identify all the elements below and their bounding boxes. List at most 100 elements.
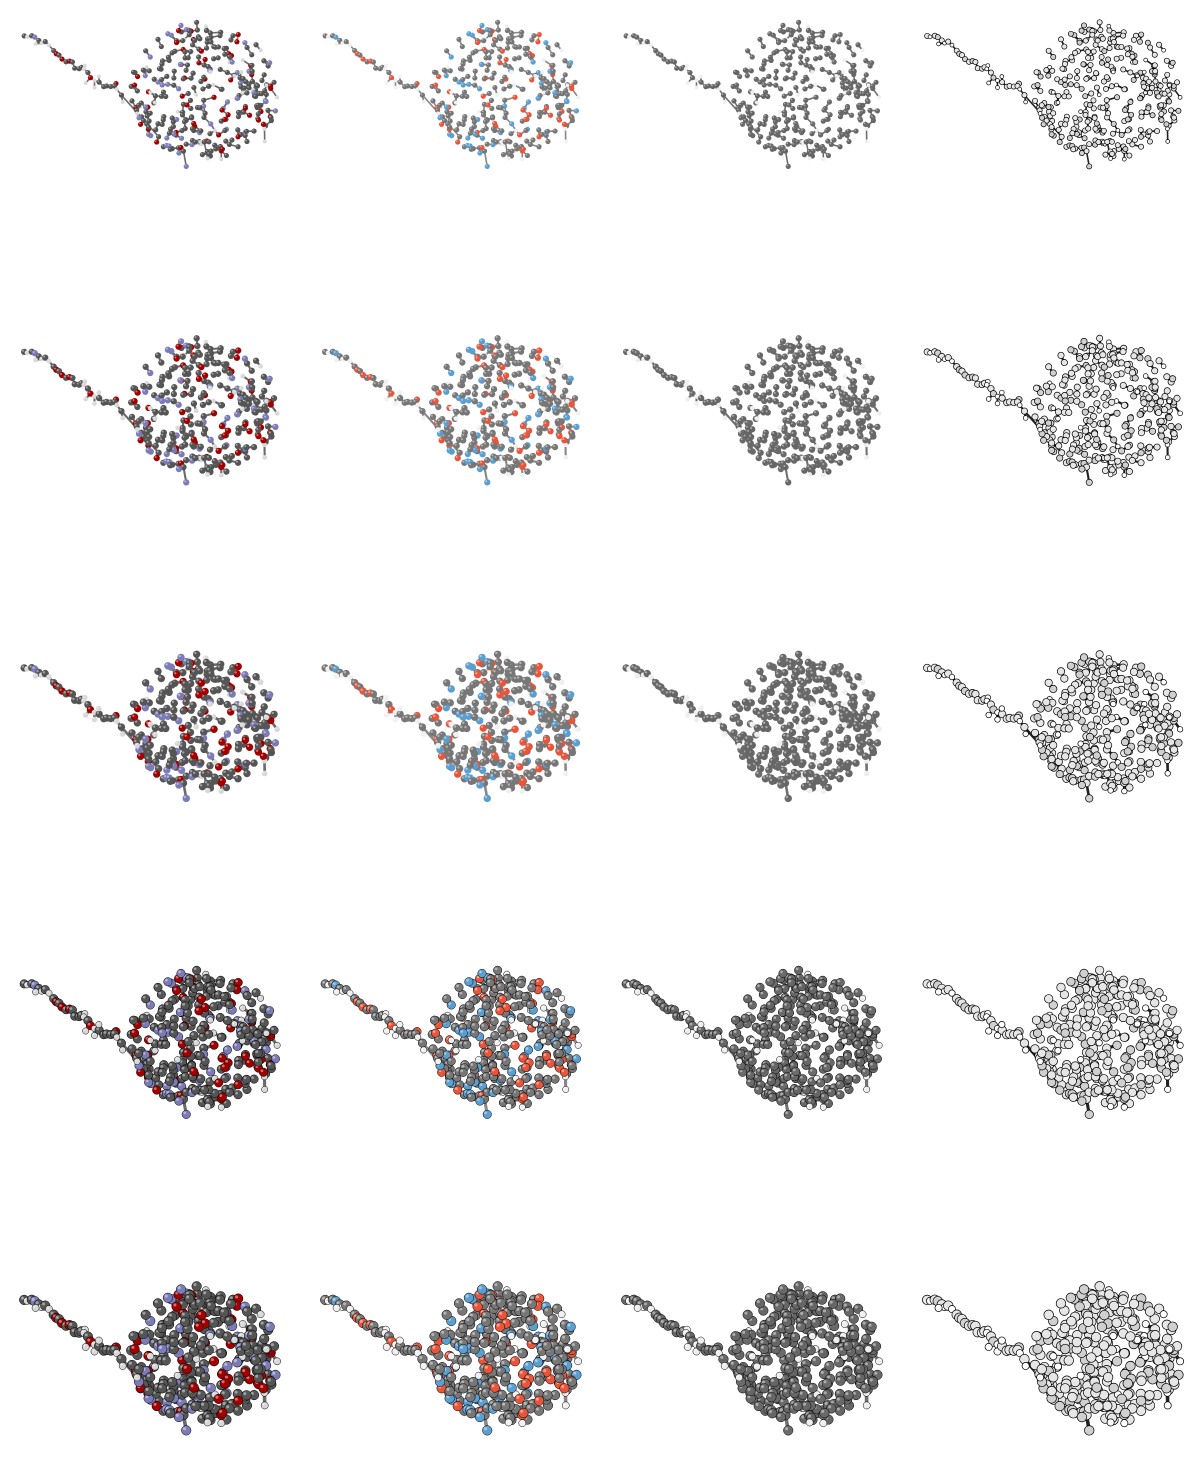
atom-n [183, 163, 189, 169]
atom-highlight [540, 85, 542, 87]
atom-c [824, 51, 830, 57]
atom-h [340, 41, 345, 46]
atom-n [178, 135, 185, 141]
atom-c [215, 44, 222, 50]
atom-c [373, 65, 379, 71]
atom-highlight [778, 110, 780, 112]
atom-highlight [245, 91, 247, 93]
atom-h [866, 83, 871, 88]
atom-highlight [542, 110, 545, 113]
atom-o [179, 93, 185, 99]
atom-c [1106, 45, 1113, 52]
atom-c [848, 85, 854, 91]
atom-c [499, 128, 505, 134]
atom-c [140, 67, 146, 73]
atom-c [769, 146, 775, 152]
atom-c [1084, 118, 1091, 125]
atom-highlight [530, 38, 532, 40]
atom-highlight [165, 74, 167, 77]
atom-highlight [172, 76, 174, 78]
atom-highlight [236, 348, 239, 351]
atom-highlight [236, 426, 239, 429]
atom-c [187, 413, 194, 420]
atom-highlight [762, 62, 764, 64]
atom-highlight [875, 109, 878, 111]
atom-c [249, 52, 255, 58]
atom-highlight [160, 83, 163, 85]
atom-c [489, 48, 495, 55]
atom-highlight [493, 85, 495, 88]
atom-highlight [758, 134, 761, 137]
atom-highlight [548, 69, 550, 72]
atom-highlight [262, 443, 265, 445]
atom-highlight [398, 75, 400, 77]
atom-c [544, 128, 551, 134]
atom-c [460, 76, 466, 83]
atom-h [1114, 82, 1119, 88]
atom-c [803, 62, 809, 68]
atom-highlight [567, 64, 570, 66]
atom-c [491, 42, 497, 48]
atom-highlight [225, 100, 228, 102]
atom-highlight [272, 80, 274, 83]
atom-c [461, 89, 468, 95]
atom-c [527, 54, 534, 60]
atom-highlight [525, 153, 528, 156]
atom-o [499, 48, 505, 54]
atom-highlight [218, 383, 221, 386]
atom-c [851, 68, 857, 74]
atom-c [828, 54, 835, 60]
atom-highlight [64, 59, 66, 62]
atom-h [694, 85, 699, 90]
atom-highlight [181, 47, 184, 50]
atom-highlight [490, 106, 492, 109]
atom-h [1108, 156, 1113, 161]
atom-c [181, 119, 188, 125]
atom-highlight [104, 399, 107, 402]
atom-highlight [756, 128, 758, 130]
atom-highlight [235, 70, 238, 73]
atom-highlight [762, 59, 765, 61]
atom-highlight [161, 90, 164, 92]
atom-c [1061, 43, 1068, 50]
atom-highlight [218, 67, 221, 70]
atom-highlight [444, 73, 447, 76]
atom-highlight [143, 364, 146, 367]
atom-highlight [806, 28, 809, 31]
atom-highlight [145, 65, 147, 68]
atom-highlight [190, 142, 193, 145]
atom-o [216, 132, 222, 138]
atom-c [1083, 75, 1090, 82]
atom-h [533, 73, 538, 78]
atom-highlight [501, 152, 504, 155]
atom-c [234, 459, 242, 466]
atom-highlight [465, 94, 467, 97]
atom-highlight [245, 45, 248, 48]
atom-c [183, 457, 190, 464]
atom-o [202, 56, 208, 63]
atom-highlight [264, 99, 267, 102]
atom-c [249, 62, 255, 68]
atom-c [404, 83, 411, 89]
atom-highlight [147, 69, 150, 71]
atom-highlight [846, 129, 849, 132]
atom-highlight [821, 87, 824, 90]
atom-c [498, 36, 504, 42]
atom-c [258, 91, 265, 97]
atom-n [142, 73, 148, 79]
atom-highlight [174, 117, 177, 120]
atom-highlight [169, 366, 172, 369]
atom-h [81, 382, 87, 388]
atom-highlight [263, 140, 265, 142]
atom-o [813, 94, 819, 100]
atom-h [1078, 109, 1083, 114]
atom-n [1081, 135, 1088, 142]
atom-highlight [262, 88, 265, 91]
atom-highlight [47, 359, 49, 362]
atom-n [1066, 135, 1073, 142]
atom-highlight [153, 409, 156, 412]
atom-highlight [437, 103, 440, 106]
atom-highlight [546, 139, 548, 142]
atom-highlight [444, 49, 447, 51]
atom-o [246, 428, 253, 435]
